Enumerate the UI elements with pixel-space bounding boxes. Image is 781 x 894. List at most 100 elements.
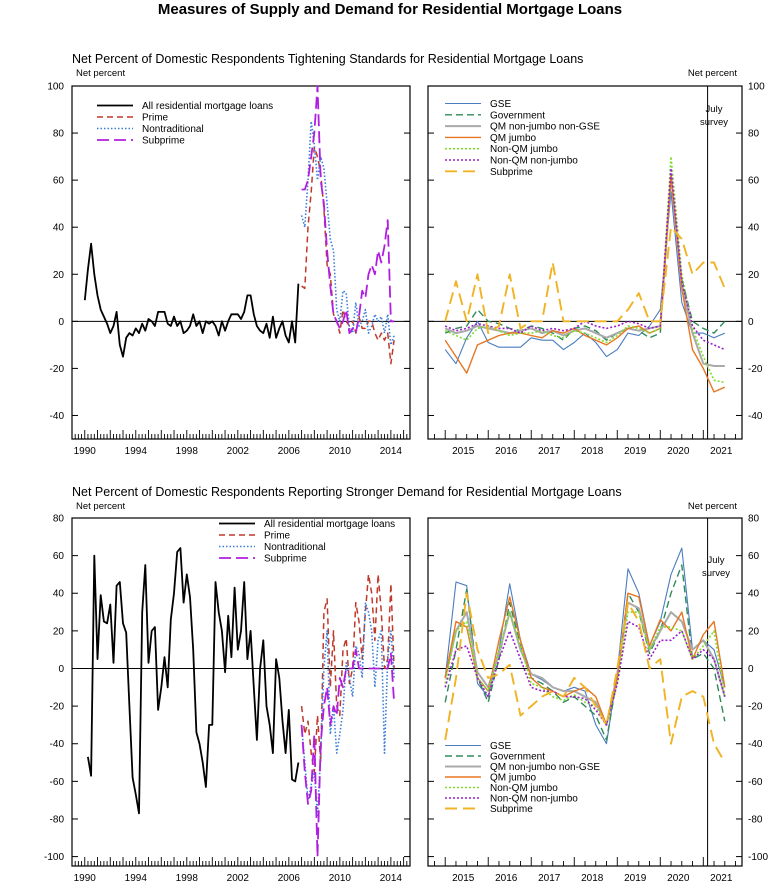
x-tick-label: 2014 [380,873,403,884]
legend-label: All residential mortgage loans [142,101,273,112]
series-line-government [444,564,726,741]
x-tick-label: 2017 [538,873,561,884]
y-tick-label-right: 0 [748,317,754,328]
legend-label: Prime [264,531,291,542]
legend-label: Subprime [264,554,307,565]
legend-label: QM jumbo [490,133,537,144]
x-tick-label: 2002 [227,446,250,457]
series-line-qm-non-jumbo-non-gse [444,174,725,367]
demand-chart-title: Net Percent of Domestic Respondents Repo… [72,485,622,499]
left-panel-frame [71,85,411,440]
x-tick-label: 2019 [624,873,647,884]
left-panel-frame [71,517,411,867]
y-tick-label-left: -80 [50,814,65,825]
y-tick-label-right: 40 [748,223,760,234]
x-tick-label: 2015 [452,446,475,457]
x-tick-label: 2006 [278,873,301,884]
y-tick-label-left: 60 [53,551,65,562]
legend-label: Government [490,110,545,121]
y-tick-label-right: -100 [748,852,768,863]
left-legend: All residential mortgage loansPrimeNontr… [97,101,273,147]
tightening-left-ylabel: Net percent [76,68,125,79]
y-tick-label-right: 0 [748,664,754,675]
x-tick-label: 2019 [624,446,647,457]
legend-label: QM non-jumbo non-GSE [490,762,600,773]
y-tick-label-left: 80 [53,129,65,140]
y-tick-label-left: 40 [53,223,65,234]
x-tick-label: 2020 [667,446,690,457]
y-tick-label-left: 40 [53,589,65,600]
series-line-qm-jumbo [444,592,726,726]
series-line-nontraditional [300,120,395,346]
y-tick-label-right: 60 [748,176,760,187]
x-tick-label: 1998 [176,446,199,457]
x-tick-label: 2015 [452,873,475,884]
y-tick-label-right: -20 [748,702,763,713]
legend-label: GSE [490,741,511,752]
x-tick-label: 1994 [125,446,148,457]
x-tick-label: 2016 [495,446,518,457]
legend-label: All residential mortgage loans [264,519,395,530]
y-tick-label-right: 20 [748,270,760,281]
x-tick-label: 1990 [74,873,97,884]
y-tick-label-left: 100 [47,82,64,93]
right-panel: 2015 2016 2017 2018 2019 2020 2021 GSEGovernmen… [427,85,743,457]
x-tick-label: 2002 [227,873,250,884]
series-line-subprime [444,592,726,763]
x-tick-label: 2016 [495,873,518,884]
y-tick-label-left: -20 [50,702,65,713]
legend-label: Nontraditional [142,124,204,135]
y-tick-label-left: 0 [58,664,64,675]
series-line-subprime [444,226,726,335]
x-tick-label: 2014 [380,446,403,457]
demand-right-ylabel: Net percent [688,501,737,512]
series-line-all-residential-mortgage-loans [87,547,300,815]
right-panel-frame [427,85,743,440]
x-tick-label: 2021 [710,873,733,884]
series-line-non-qm-non-jumbo [444,620,726,726]
y-tick-label-left: -100 [44,852,64,863]
y-tick-label-right: 40 [748,589,760,600]
legend-label: Subprime [490,804,533,815]
left-panel: 1990 1994 1998 2002 2006 2010 2014 All resident… [71,517,411,884]
y-tick-label-right: 100 [748,82,765,93]
y-tick-label-left: 80 [53,514,65,525]
left-legend: All residential mortgage loansPrimeNontr… [219,519,395,565]
x-tick-label: 2018 [581,873,604,884]
right-panel: 2015 2016 2017 2018 2019 2020 2021 GSEGovernmen… [427,517,743,884]
y-tick-label-left: 20 [53,626,65,637]
x-tick-label: 2018 [581,446,604,457]
series-line-gse [444,547,726,745]
x-tick-label: 2010 [329,446,352,457]
x-tick-label: 1998 [176,873,199,884]
x-tick-label: 2006 [278,446,301,457]
y-tick-label-left: 60 [53,176,65,187]
y-tick-label-right: 20 [748,626,760,637]
demand-annotation-line1: July [708,555,725,566]
legend-label: Government [490,752,545,763]
tightening-chart-title: Net Percent of Domestic Respondents Tigh… [72,52,583,66]
y-tick-label-left: -40 [50,411,65,422]
legend-label: Subprime [490,167,533,178]
x-tick-label: 2010 [329,873,352,884]
y-tick-label-right: -40 [748,739,763,750]
legend-label: Non-QM non-jumbo [490,794,578,805]
y-tick-label-right: -20 [748,364,763,375]
legend-label: Nontraditional [264,542,326,553]
legend-label: Prime [142,113,169,124]
x-tick-label: 2020 [667,873,690,884]
legend-label: QM jumbo [490,773,537,784]
series-line-subprime [301,85,395,335]
y-tick-label-left: 0 [58,317,64,328]
legend-label: GSE [490,99,511,110]
y-tick-label-left: -20 [50,364,65,375]
series-line-all-residential-mortgage-loans [83,242,300,358]
legend-label: Non-QM jumbo [490,144,558,155]
y-tick-label-right: 80 [748,129,760,140]
demand-left-ylabel: Net percent [76,501,125,512]
figure-title: Measures of Supply and Demand for Reside… [158,1,622,18]
y-tick-label-right: -40 [748,411,763,422]
